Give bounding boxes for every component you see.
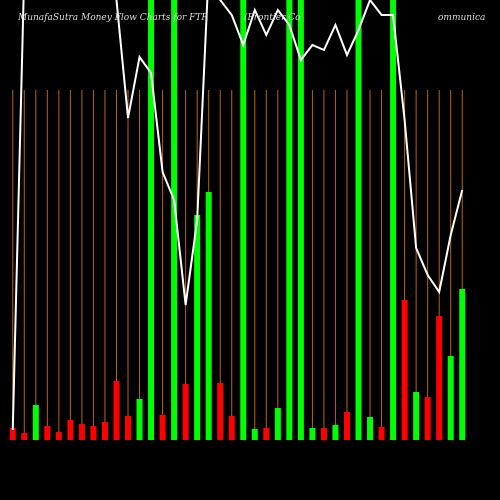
money-flow-line (11, 0, 464, 431)
bar (367, 417, 374, 440)
bar (320, 428, 327, 440)
bar (355, 0, 362, 440)
bar (240, 0, 247, 440)
bar (436, 316, 443, 440)
bar (309, 428, 316, 440)
chart-title: MunafaSutra Money Flow Charts for FTR (17, 13, 208, 23)
bar (159, 415, 166, 440)
bar (217, 383, 224, 440)
bar (44, 426, 51, 440)
bar (67, 420, 74, 440)
bar (182, 384, 189, 440)
bar (101, 422, 108, 440)
bar (401, 300, 408, 440)
bar (90, 426, 97, 440)
bar (21, 433, 28, 440)
chart-subtitle-tail: ommunica (438, 13, 485, 23)
bar (263, 428, 270, 440)
bar (413, 392, 420, 440)
bar (286, 0, 293, 440)
bar (424, 397, 431, 440)
bar (251, 429, 258, 440)
bar (447, 356, 454, 440)
bar (171, 0, 178, 440)
bar (205, 192, 212, 440)
bar (125, 416, 132, 440)
bar (136, 399, 143, 440)
bar (228, 416, 235, 440)
bar (9, 428, 16, 440)
bar (55, 432, 62, 440)
bar (343, 412, 350, 440)
bar (113, 381, 120, 440)
bar (274, 408, 281, 440)
bar (32, 405, 39, 440)
bar (378, 427, 385, 440)
bar (194, 215, 201, 440)
chart-subtitle: (Frontier Co (244, 12, 301, 23)
bar (148, 0, 155, 440)
bar (459, 289, 466, 440)
bar (78, 424, 85, 440)
bar (297, 0, 304, 440)
bar (332, 425, 339, 440)
bar (390, 0, 397, 440)
